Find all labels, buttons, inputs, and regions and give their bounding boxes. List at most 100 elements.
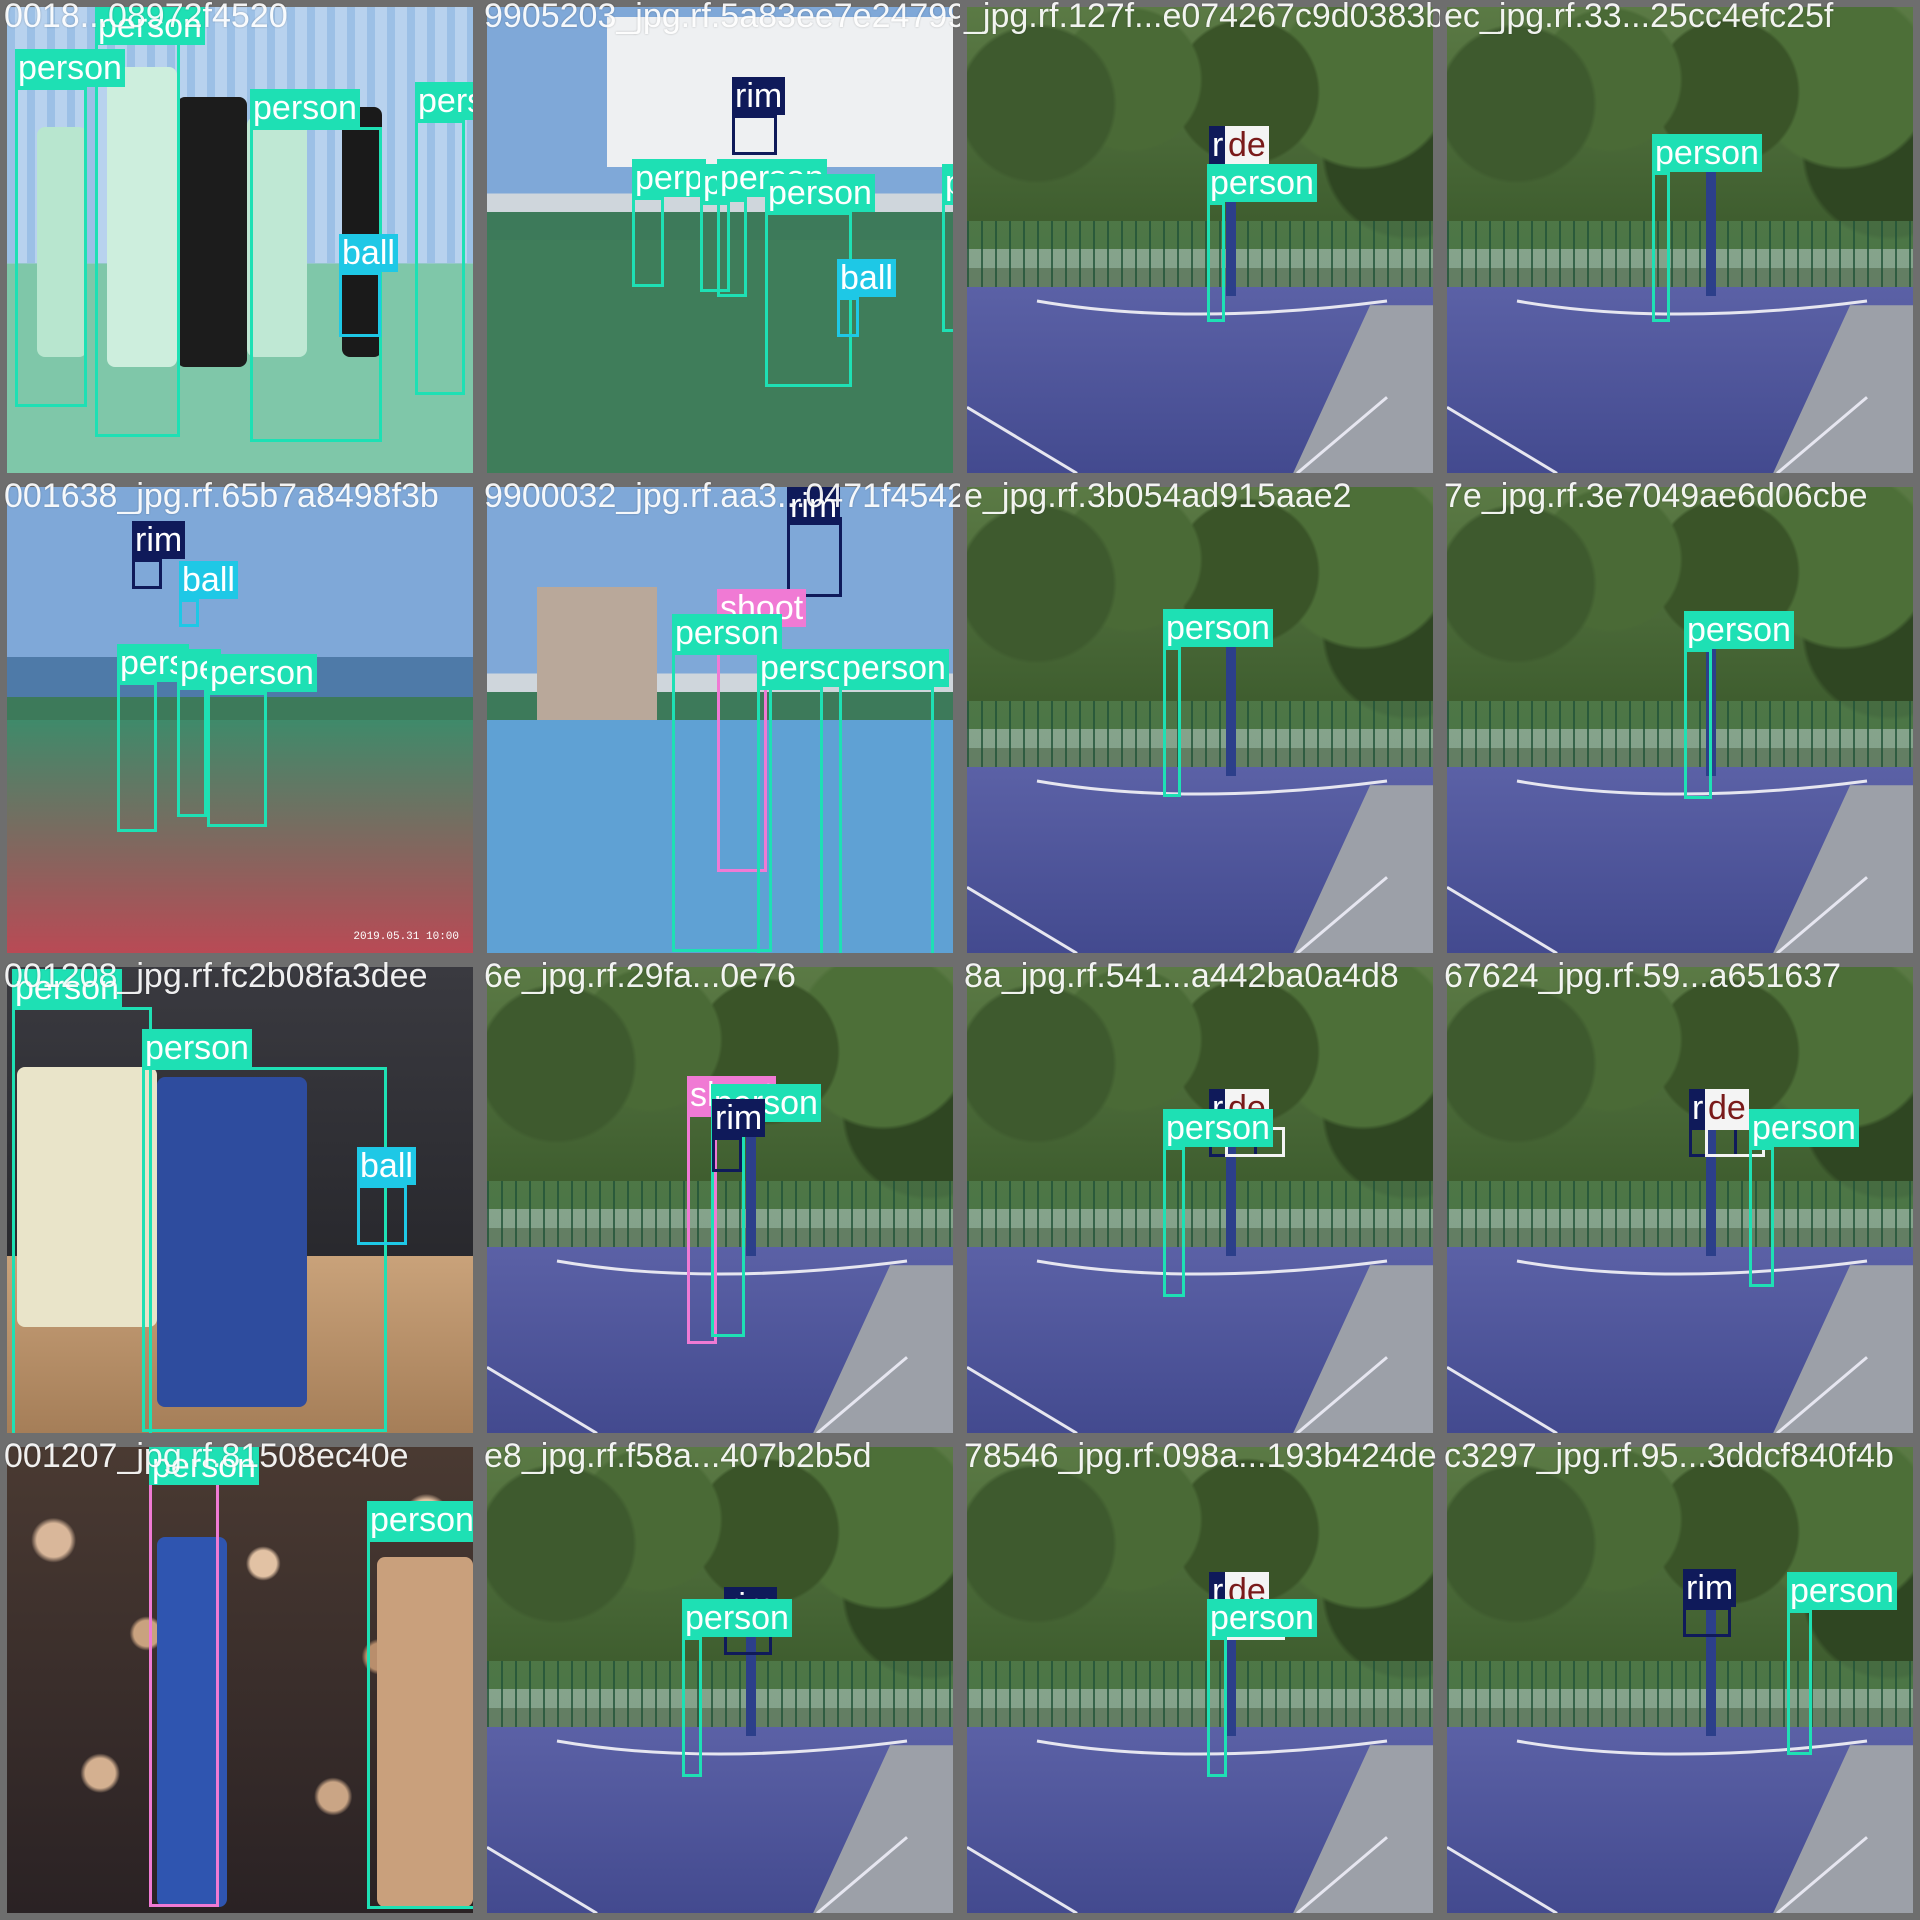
- person-label: person: [1787, 1572, 1897, 1610]
- trees: [967, 1447, 1433, 1689]
- person-bbox: [142, 1067, 387, 1432]
- tile-photo: rimdeperson: [1447, 967, 1913, 1433]
- tile-filename: 001208_jpg.rf.fc2b08fa3dee: [4, 960, 427, 996]
- fence: [1447, 1181, 1913, 1246]
- rim-label: rim: [732, 77, 785, 115]
- court-lines: [1447, 287, 1913, 473]
- person-label: person: [942, 164, 953, 202]
- trees: [487, 1447, 953, 1689]
- fence: [967, 221, 1433, 286]
- person-bbox: [1787, 1610, 1812, 1755]
- image-tile: shootpersonrim6e_jpg.rf.29fa...0e76: [480, 960, 960, 1440]
- tile-photo: shootpersonrim: [487, 967, 953, 1433]
- ball-bbox: [179, 599, 199, 627]
- person-label: person: [207, 654, 317, 692]
- tile-photo: personpersonpersonpersonpersonball: [7, 7, 473, 473]
- image-tile: rimdeperson67624_jpg.rf.59...a651637: [1440, 960, 1920, 1440]
- person-bbox: [942, 202, 953, 332]
- trees: [1447, 967, 1913, 1209]
- trees: [1447, 7, 1913, 249]
- tile-photo: person: [1447, 7, 1913, 473]
- person-label: person: [1684, 611, 1794, 649]
- person-bbox: [1207, 202, 1225, 322]
- hoop-pole: [1226, 627, 1236, 776]
- fence: [967, 701, 1433, 766]
- ball-label: ball: [837, 259, 896, 297]
- tile-photo: person person ball: [7, 967, 473, 1433]
- tile-filename: c3297_jpg.rf.95...3ddcf840f4b: [1444, 1440, 1894, 1476]
- ball-label: ball: [357, 1147, 416, 1185]
- tile-filename: 78546_jpg.rf.098a...193b424de: [964, 1440, 1437, 1476]
- rim-bbox: [787, 517, 842, 597]
- tile-photo: rim shoot person person person: [487, 487, 953, 953]
- image-tile: person 7e_jpg.rf.3e7049ae6d06cbe: [1440, 480, 1920, 960]
- tile-filename: 001638_jpg.rf.65b7a8498f3b: [4, 480, 439, 516]
- person-label: person: [765, 174, 875, 212]
- tile-photo: rimperppepersonpersonpersonball: [487, 7, 953, 473]
- person-bbox: [1652, 172, 1670, 322]
- tile-filename: 9905203_jpg.rf.5a83ee7e247990: [484, 0, 960, 36]
- rim-bbox: [712, 1137, 742, 1172]
- fence: [1447, 1661, 1913, 1726]
- fence: [1447, 221, 1913, 286]
- person-label: person: [682, 1599, 792, 1637]
- court-lines: [487, 1727, 953, 1913]
- person-bbox: [757, 687, 823, 953]
- court-lines: [1447, 1727, 1913, 1913]
- timestamp-watermark: 2019.05.31 10:00: [353, 931, 459, 943]
- court-lines: [1447, 767, 1913, 953]
- person-bbox: [12, 1007, 152, 1433]
- player-figure: [177, 97, 247, 367]
- person-bbox: [117, 682, 157, 832]
- tile-filename: 0018...08972f4520: [4, 0, 288, 36]
- tile-filename: 7e_jpg.rf.3e7049ae6d06cbe: [1444, 480, 1868, 516]
- rim-bbox: [132, 559, 162, 589]
- person-label: person: [15, 49, 125, 87]
- person-label: person: [1207, 164, 1317, 202]
- tile-photo: rimperson: [487, 1447, 953, 1913]
- tile-filename: _jpg.rf.127f...e074267c9d0383b: [964, 0, 1440, 36]
- made-label: de: [1225, 126, 1269, 164]
- image-tile: person ec_jpg.rf.33...25cc4efc25f: [1440, 0, 1920, 480]
- ball-bbox: [837, 297, 859, 337]
- image-tile: rimdeperson_jpg.rf.127f...e074267c9d0383…: [960, 0, 1440, 480]
- person-bbox: [207, 692, 267, 827]
- court-lines: [967, 1727, 1433, 1913]
- person-label: person: [672, 614, 782, 652]
- trees: [1447, 487, 1913, 729]
- person-label: person: [1749, 1109, 1859, 1147]
- trees: [967, 967, 1433, 1209]
- tile-photo: person: [1447, 487, 1913, 953]
- fence: [967, 1661, 1433, 1726]
- tile-photo: rimdeperson: [967, 967, 1433, 1433]
- person-bbox: [839, 687, 934, 953]
- tile-filename: 8a_jpg.rf.541...a442ba0a4d8: [964, 960, 1399, 996]
- tile-filename: 67624_jpg.rf.59...a651637: [1444, 960, 1841, 996]
- person-label: person: [250, 89, 360, 127]
- fence: [967, 1181, 1433, 1246]
- tile-filename: 9900032_jpg.rf.aa3...0471f4542: [484, 480, 960, 516]
- fence: [1447, 701, 1913, 766]
- court-lines: [967, 1247, 1433, 1433]
- tile-filename: 001207_jpg.rf.81508ec40e: [4, 1440, 409, 1476]
- person-label: person: [839, 649, 949, 687]
- person-bbox: [367, 1539, 473, 1909]
- made-label: de: [1705, 1089, 1749, 1127]
- person-label: person: [415, 82, 473, 120]
- person-label: perp: [632, 159, 706, 197]
- tile-photo: rimdeperson: [967, 1447, 1433, 1913]
- court-lines: [967, 287, 1433, 473]
- person-label: person: [1163, 1109, 1273, 1147]
- image-tile: rimperppepersonpersonpersonball9905203_j…: [480, 0, 960, 480]
- image-tile: shootpersonperson001207_jpg.rf.81508ec40…: [0, 1440, 480, 1920]
- person-bbox: [15, 87, 87, 407]
- person-bbox: [1163, 1147, 1185, 1297]
- person-bbox: [1684, 649, 1712, 799]
- rim-label: rim: [712, 1099, 765, 1137]
- court-lines: [1447, 1247, 1913, 1433]
- person-bbox: [1207, 1637, 1227, 1777]
- trees: [1447, 1447, 1913, 1689]
- fence: [487, 1661, 953, 1726]
- tile-photo: person: [967, 487, 1433, 953]
- person-label: person: [1652, 134, 1762, 172]
